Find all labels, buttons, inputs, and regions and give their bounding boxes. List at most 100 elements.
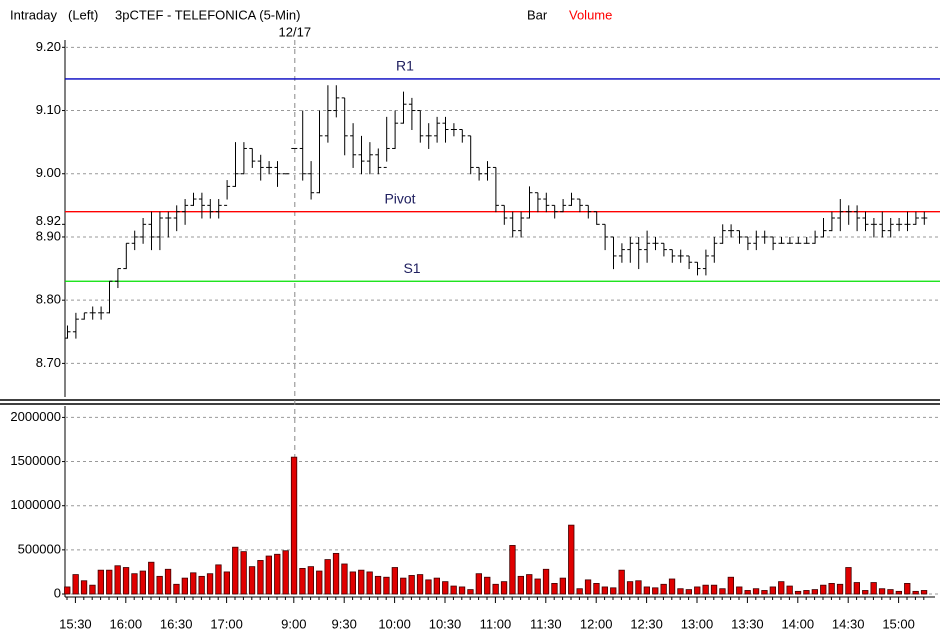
volume-bar — [752, 588, 760, 595]
volume-bar — [391, 567, 399, 595]
volume-bar — [727, 576, 734, 595]
volume-bar — [198, 575, 205, 595]
volume-bar — [517, 575, 524, 595]
bar-legend: Bar — [527, 7, 548, 22]
volume-bar — [416, 574, 424, 595]
y-tick-label: 8.80 — [36, 292, 61, 307]
volume-bar — [89, 584, 96, 595]
volume-bar — [324, 559, 331, 595]
x-tick-label: 11:30 — [530, 616, 562, 631]
volume-bar — [744, 590, 751, 595]
volume-bar — [299, 567, 306, 595]
y-tick-label: 9.20 — [36, 39, 61, 54]
volume-bar — [442, 581, 449, 595]
session-date: 12/17 — [279, 24, 312, 39]
pivot-tick-label: 8.92 — [36, 213, 61, 228]
volume-bar — [349, 571, 357, 595]
volume-bar — [500, 581, 508, 595]
volume-bar — [131, 573, 138, 595]
volume-bar — [106, 569, 113, 595]
volume-bar — [248, 566, 256, 595]
volume-bar — [534, 578, 541, 595]
side-label: (Left) — [68, 7, 98, 22]
volume-bar — [576, 588, 583, 595]
volume-bar — [862, 590, 869, 595]
volume-bar — [895, 590, 902, 595]
volume-bar — [845, 567, 852, 595]
volume-bar — [139, 570, 147, 595]
volume-bar — [668, 578, 676, 595]
x-tick-label: 12:30 — [630, 616, 663, 631]
x-tick-label: 15:00 — [882, 616, 915, 631]
volume-bar — [316, 570, 323, 595]
volume-bar — [274, 553, 281, 595]
volume-bar — [836, 583, 844, 595]
volume-bar — [97, 569, 104, 595]
volume-bar — [72, 574, 79, 595]
volume-bar — [156, 575, 163, 595]
volume-bar — [828, 583, 835, 595]
volume-bar — [206, 573, 214, 595]
volume-bar — [904, 583, 911, 595]
volume-bar — [366, 571, 373, 595]
y-tick-label: 8.70 — [36, 355, 61, 370]
x-tick-label: 9:30 — [332, 616, 357, 631]
volume-bar — [601, 586, 608, 595]
symbol-title: 3pCTEF - TELEFONICA (5-Min) — [115, 7, 300, 22]
volume-bar — [685, 589, 692, 595]
volume-bar — [181, 577, 189, 595]
volume-legend: Volume — [569, 7, 612, 22]
volume-bar — [148, 561, 155, 595]
volume-bar — [341, 563, 348, 595]
volume-bar — [584, 579, 592, 595]
volume-bar — [114, 565, 121, 595]
volume-bar — [467, 589, 474, 595]
volume-bar — [358, 569, 365, 595]
volume-bar — [383, 576, 390, 595]
y-tick-label: 500000 — [18, 541, 61, 556]
x-tick-label: 13:00 — [681, 616, 714, 631]
volume-bar — [257, 560, 264, 595]
x-tick-label: 13:30 — [731, 616, 764, 631]
volume-bar — [618, 569, 625, 595]
volume-bar — [164, 568, 172, 595]
volume-bar — [593, 583, 600, 595]
volume-bar — [408, 575, 415, 595]
volume-bar — [778, 581, 785, 595]
volume-bar — [332, 552, 340, 595]
volume-bar — [232, 546, 239, 595]
y-tick-label: 9.00 — [36, 165, 61, 180]
reference-label: R1 — [396, 58, 414, 74]
x-tick-label: 16:30 — [160, 616, 193, 631]
volume-bar — [190, 572, 197, 595]
volume-bar — [475, 573, 483, 595]
volume-bar — [240, 551, 247, 595]
y-tick-label: 2000000 — [10, 409, 61, 424]
volume-bar — [719, 588, 726, 595]
x-tick-label: 15:30 — [59, 616, 92, 631]
volume-bar — [400, 577, 407, 595]
volume-bar — [173, 583, 180, 595]
x-tick-label: 10:30 — [429, 616, 462, 631]
volume-bar — [702, 584, 709, 595]
volume-bar — [64, 586, 71, 595]
volume-bar — [290, 456, 298, 595]
volume-bar — [761, 590, 768, 595]
volume-bar — [551, 583, 558, 595]
volume-bar — [492, 583, 499, 595]
y-tick-label: 1000000 — [10, 497, 61, 512]
volume-bar — [820, 584, 827, 595]
volume-bar — [912, 590, 919, 595]
mode-label: Intraday — [10, 7, 57, 22]
volume-bar — [677, 588, 684, 595]
volume-bar — [626, 581, 634, 595]
x-tick-label: 9:00 — [281, 616, 306, 631]
volume-bar — [878, 588, 886, 595]
volume-bar — [694, 586, 701, 595]
reference-label: S1 — [403, 260, 420, 276]
volume-bar — [526, 574, 533, 595]
volume-bar — [660, 583, 667, 595]
volume-bar — [870, 582, 877, 595]
volume-bar — [853, 582, 860, 595]
